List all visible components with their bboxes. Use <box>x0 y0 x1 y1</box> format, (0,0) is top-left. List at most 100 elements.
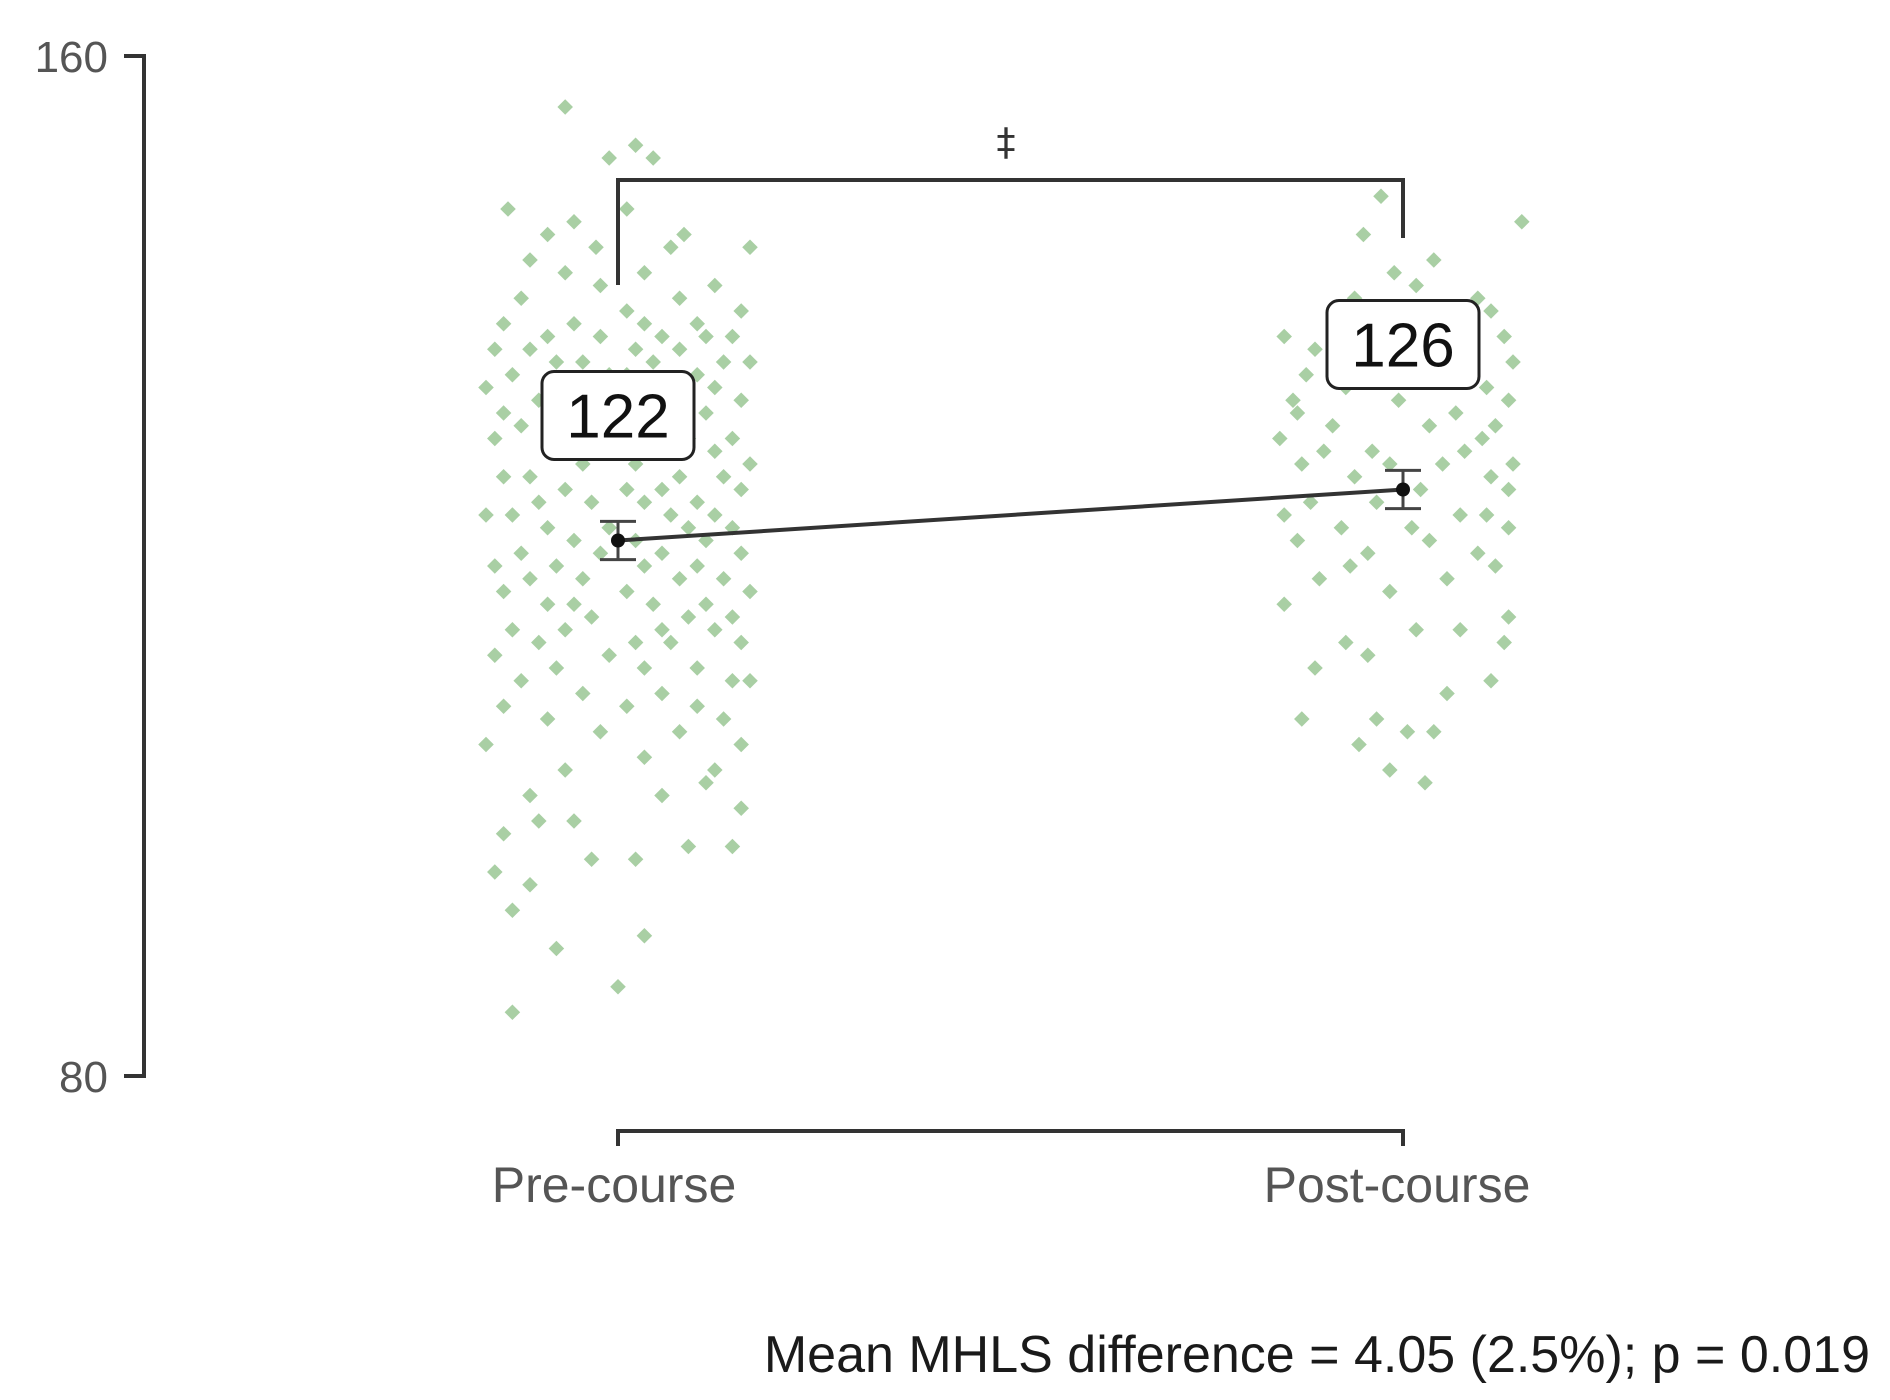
data-point-pre-133 <box>715 711 732 727</box>
data-point-pre-137 <box>733 736 749 753</box>
data-point-post-38 <box>1434 456 1451 472</box>
data-point-post-28 <box>1324 417 1341 434</box>
data-point-pre-127 <box>513 672 529 689</box>
data-point-post-19 <box>1298 366 1314 383</box>
data-point-pre-140 <box>557 762 573 778</box>
data-point-post-36 <box>1505 456 1521 472</box>
data-point-post-37 <box>1294 456 1310 472</box>
data-point-pre-148 <box>495 825 512 842</box>
data-point-pre-155 <box>504 902 521 919</box>
mean-label-box-pre <box>540 370 696 461</box>
data-point-post-34 <box>1456 443 1473 460</box>
data-point-post-71 <box>1368 711 1385 727</box>
data-point-post-77 <box>1417 774 1433 791</box>
data-point-post-27 <box>1289 405 1306 421</box>
data-point-pre-77 <box>583 494 600 511</box>
data-point-post-52 <box>1289 532 1306 549</box>
data-point-pre-113 <box>504 621 521 638</box>
data-point-pre-106 <box>698 596 714 613</box>
data-point-pre-112 <box>654 621 670 638</box>
data-point-pre-29 <box>698 328 714 345</box>
data-point-post-49 <box>1333 519 1350 536</box>
data-point-pre-6 <box>566 213 582 230</box>
data-point-pre-32 <box>487 341 503 358</box>
y-tick-label-160: 160 <box>35 33 108 82</box>
data-point-pre-102 <box>619 583 635 600</box>
data-point-post-67 <box>1360 647 1376 664</box>
data-point-pre-145 <box>733 800 749 817</box>
data-point-pre-71 <box>654 481 670 498</box>
data-point-pre-15 <box>707 277 723 294</box>
data-point-post-39 <box>1382 456 1398 472</box>
mean-label-pre: 122 <box>566 383 669 452</box>
data-point-pre-81 <box>663 507 679 523</box>
data-point-pre-5 <box>500 201 516 217</box>
data-point-pre-93 <box>733 545 749 562</box>
significance-bracket: ‡ <box>616 120 1405 285</box>
data-point-pre-96 <box>689 558 705 574</box>
data-point-pre-135 <box>671 723 688 740</box>
mean-connector-line <box>617 487 1404 543</box>
data-point-pre-25 <box>539 328 556 345</box>
data-point-pre-14 <box>557 264 573 281</box>
data-point-pre-57 <box>724 430 741 447</box>
data-point-post-42 <box>1500 481 1517 498</box>
data-point-pre-76 <box>689 494 705 511</box>
data-point-pre-85 <box>539 519 556 536</box>
data-point-post-29 <box>1487 417 1504 434</box>
significance-marker: ‡ <box>997 120 1016 164</box>
data-point-pre-4 <box>619 201 635 217</box>
data-point-pre-34 <box>575 354 591 370</box>
data-point-post-75 <box>1351 736 1367 753</box>
data-point-pre-125 <box>724 672 741 689</box>
data-point-pre-151 <box>583 851 600 868</box>
data-point-pre-130 <box>495 698 512 715</box>
data-point-pre-104 <box>495 583 512 600</box>
data-point-pre-101 <box>522 570 538 587</box>
data-point-pre-136 <box>592 723 609 740</box>
data-point-pre-31 <box>627 341 644 358</box>
data-point-post-4 <box>1386 264 1402 281</box>
data-point-post-13 <box>1276 328 1292 345</box>
data-point-pre-16 <box>592 277 609 294</box>
data-point-pre-90 <box>513 545 529 562</box>
data-point-pre-60 <box>487 430 503 447</box>
data-point-pre-116 <box>627 634 644 651</box>
data-point-pre-105 <box>566 596 582 613</box>
x-tick-label-post-course: Post-course <box>1264 1157 1531 1213</box>
data-point-pre-73 <box>619 481 635 498</box>
data-point-pre-28 <box>592 328 609 345</box>
data-point-pre-131 <box>689 698 705 715</box>
data-point-pre-18 <box>513 290 529 307</box>
significance-bracket-line <box>616 178 1405 285</box>
data-point-post-66 <box>1338 634 1354 651</box>
data-point-pre-152 <box>627 851 644 868</box>
data-point-pre-139 <box>636 749 653 766</box>
data-point-post-56 <box>1487 558 1504 574</box>
data-point-pre-67 <box>522 468 538 485</box>
data-point-pre-69 <box>495 468 512 485</box>
data-point-pre-141 <box>707 762 723 778</box>
data-point-pre-100 <box>671 570 688 587</box>
mean-label-box-post <box>1325 299 1481 390</box>
data-point-pre-53 <box>698 405 714 421</box>
data-point-post-58 <box>1311 570 1328 587</box>
x-tick-label-pre-course: Pre-course <box>492 1157 737 1213</box>
data-point-pre-150 <box>724 838 741 855</box>
data-point-post-68 <box>1307 660 1323 676</box>
annotation-caption: Mean MHLS difference = 4.05 (2.5%); p = … <box>764 1326 1870 1384</box>
data-point-pre-122 <box>689 660 705 676</box>
data-point-pre-109 <box>680 609 697 625</box>
data-point-post-60 <box>1382 583 1398 600</box>
data-point-pre-138 <box>478 736 494 753</box>
data-point-pre-21 <box>566 315 582 332</box>
data-point-pre-30 <box>522 341 538 358</box>
data-point-pre-9 <box>588 239 604 256</box>
data-point-post-63 <box>1452 621 1468 638</box>
data-point-pre-37 <box>645 354 661 370</box>
data-point-pre-79 <box>504 507 521 523</box>
data-point-pre-45 <box>478 379 494 396</box>
data-point-post-73 <box>1399 723 1416 740</box>
data-point-pre-157 <box>548 940 565 957</box>
